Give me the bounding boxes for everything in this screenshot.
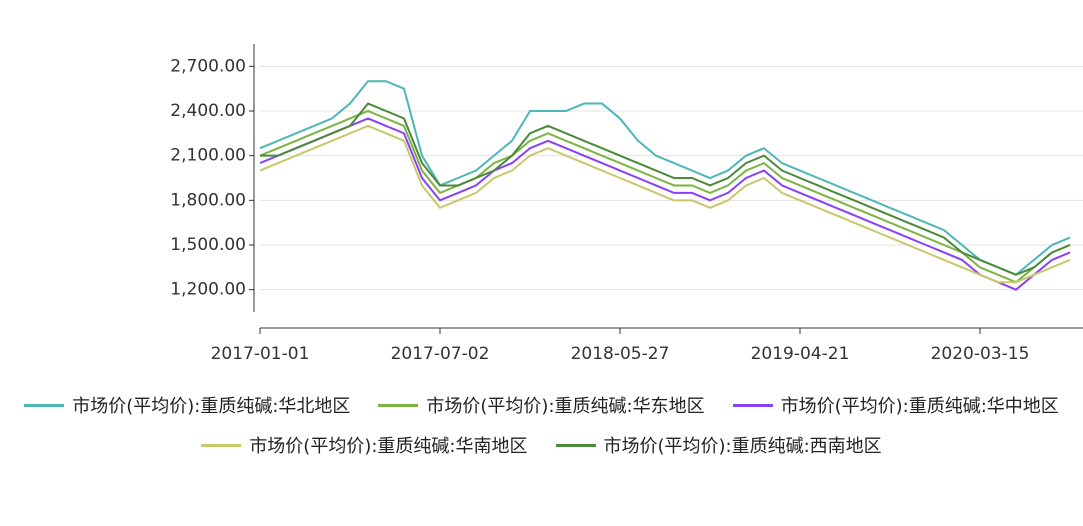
legend-label: 市场价(平均价):重质纯碱:华北地区 xyxy=(72,392,350,418)
series-line xyxy=(260,118,1070,289)
x-tick-label: 2017-01-01 xyxy=(211,344,310,364)
legend-swatch xyxy=(24,404,64,407)
legend-item[interactable]: 市场价(平均价):重质纯碱:华北地区 xyxy=(24,392,350,418)
x-tick-label: 2017-07-02 xyxy=(391,344,490,364)
legend-item[interactable]: 市场价(平均价):重质纯碱:华中地区 xyxy=(733,392,1059,418)
series-line xyxy=(260,81,1070,275)
legend-swatch xyxy=(378,404,418,407)
legend-label: 市场价(平均价):重质纯碱:华南地区 xyxy=(249,432,527,458)
y-tick-label: 2,100.00 xyxy=(170,146,246,166)
y-tick-label: 1,500.00 xyxy=(170,235,246,255)
legend: 市场价(平均价):重质纯碱:华北地区市场价(平均价):重质纯碱:华东地区市场价(… xyxy=(0,392,1083,458)
legend-swatch xyxy=(733,404,773,407)
legend-item[interactable]: 市场价(平均价):重质纯碱:西南地区 xyxy=(556,432,882,458)
legend-label: 市场价(平均价):重质纯碱:华中地区 xyxy=(781,392,1059,418)
legend-swatch xyxy=(201,444,241,447)
y-tick-label: 1,200.00 xyxy=(170,280,246,300)
chart: 1,200.00 1,500.00 1,800.00 2,100.00 2,400.00… xyxy=(0,0,1083,380)
x-tick-label: 2018-05-27 xyxy=(571,344,670,364)
y-tick-label: 2,700.00 xyxy=(170,56,246,76)
legend-item[interactable]: 市场价(平均价):重质纯碱:华南地区 xyxy=(201,432,527,458)
x-tick-label: 2019-04-21 xyxy=(751,344,850,364)
series-line xyxy=(260,126,1070,282)
legend-label: 市场价(平均价):重质纯碱:西南地区 xyxy=(604,432,882,458)
x-tick-label: 2020-03-15 xyxy=(931,344,1030,364)
page: 1,200.00 1,500.00 1,800.00 2,100.00 2,400.00… xyxy=(0,0,1083,526)
legend-item[interactable]: 市场价(平均价):重质纯碱:华东地区 xyxy=(378,392,704,418)
y-tick-label: 1,800.00 xyxy=(170,190,246,210)
legend-swatch xyxy=(556,444,596,447)
legend-label: 市场价(平均价):重质纯碱:华东地区 xyxy=(426,392,704,418)
y-tick-label: 2,400.00 xyxy=(170,101,246,121)
